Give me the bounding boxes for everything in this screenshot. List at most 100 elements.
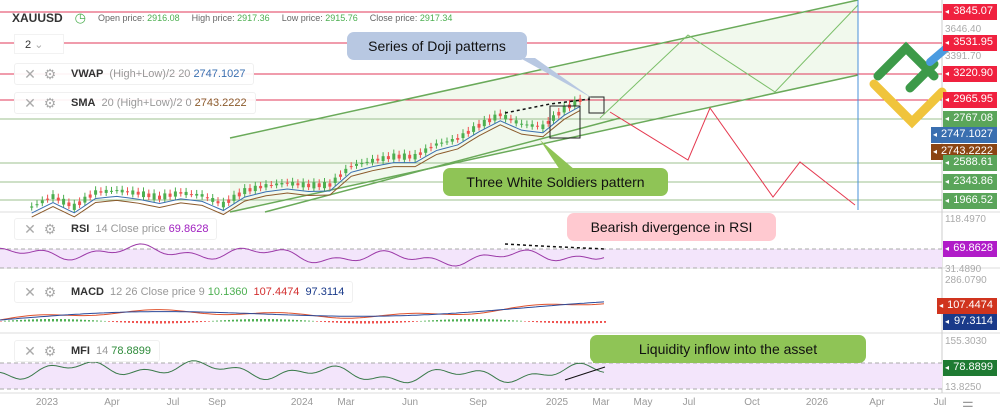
callout-bearish-divergence: Bearish divergence in RSI	[567, 213, 776, 241]
macd-histogram-bar	[24, 319, 26, 322]
macd-histogram-bar	[504, 319, 506, 322]
macd-histogram-bar	[48, 319, 50, 322]
close-icon[interactable]: ✕	[24, 342, 36, 359]
close-icon[interactable]: ✕	[24, 283, 36, 300]
clock-icon[interactable]: ◷	[74, 10, 87, 25]
callout-pointer	[520, 58, 592, 98]
macd-histogram-bar	[40, 319, 42, 322]
gear-icon[interactable]: ⚙	[43, 283, 57, 300]
vwap-value: 2747.1027	[193, 68, 246, 80]
legend-sma: ✕ ⚙ SMA 20 (High+Low)/2 0 2743.2222	[14, 92, 256, 114]
high-value: 2917.36	[237, 13, 270, 23]
rsi-params: 14 Close price	[95, 223, 166, 235]
candle	[269, 184, 273, 186]
macd-histogram-bar	[100, 320, 102, 322]
vwap-line	[31, 105, 581, 214]
macd-histogram-bar	[184, 321, 186, 323]
macd-params: 12 26 Close price 9	[110, 286, 205, 298]
macd-histogram-bar	[356, 321, 358, 324]
macd-histogram-bar	[76, 319, 78, 322]
macd-histogram-bar	[464, 319, 466, 322]
macd-histogram-bar	[236, 319, 238, 322]
macd-histogram-bar	[84, 319, 86, 322]
macd-histogram-bar	[288, 319, 290, 322]
macd-histogram-bar	[536, 321, 538, 323]
macd-histogram-bar	[144, 321, 146, 324]
macd-histogram-bar	[104, 320, 106, 322]
candle	[221, 201, 225, 208]
callout-doji: Series of Doji patterns	[347, 32, 527, 60]
close-icon[interactable]: ✕	[24, 94, 36, 111]
gear-icon[interactable]: ⚙	[43, 94, 57, 111]
candle	[40, 200, 44, 204]
logo-mark	[873, 41, 939, 81]
vwap-tag: 2747.1027	[931, 127, 997, 143]
trendline	[264, 117, 621, 213]
macd-histogram-bar	[148, 321, 150, 324]
candle	[259, 185, 263, 189]
macd-histogram-bar	[348, 321, 350, 324]
candle	[115, 190, 119, 192]
candle	[456, 138, 460, 140]
candle	[51, 194, 55, 200]
rsi-tag: 69.8628	[943, 241, 997, 257]
close-icon[interactable]: ✕	[24, 65, 36, 82]
macd-histogram-bar	[216, 320, 218, 322]
candle	[520, 123, 524, 125]
candle	[83, 196, 87, 203]
sma-line	[31, 109, 581, 218]
level-tag: 2767.08	[943, 111, 997, 127]
macd-histogram-bar	[176, 321, 178, 324]
candle	[285, 182, 289, 184]
candle	[131, 190, 135, 195]
candle	[99, 191, 103, 193]
mfi-name: MFI	[71, 345, 90, 357]
candle	[488, 118, 492, 123]
gear-icon[interactable]: ⚙	[43, 65, 57, 82]
candle	[30, 206, 34, 208]
candle	[450, 139, 454, 142]
callout-liquidity-inflow: Liquidity inflow into the asset	[590, 335, 866, 363]
macd-histogram-bar	[168, 321, 170, 324]
macd-histogram-bar	[248, 319, 250, 322]
callout-three-white-soldiers: Three White Soldiers pattern	[443, 168, 668, 196]
time-tick: Mar	[337, 397, 355, 408]
macd-histogram-bar	[256, 319, 258, 322]
open-value: 2916.08	[147, 13, 180, 23]
bullish-forecast	[599, 4, 859, 119]
candle	[158, 195, 161, 200]
macd-histogram-bar	[360, 321, 362, 324]
legend-vwap: ✕ ⚙ VWAP (High+Low)/2 20 2747.1027	[14, 63, 255, 85]
candle	[339, 174, 342, 177]
macd-histogram-bar	[112, 321, 114, 322]
time-tick: Oct	[744, 397, 760, 408]
macd-histogram-bar	[192, 321, 194, 323]
macd-histogram-bar	[172, 321, 174, 324]
macd-histogram-bar	[452, 319, 454, 322]
time-tick: Jun	[401, 397, 419, 408]
candle	[530, 124, 534, 127]
macd-histogram-bar	[300, 320, 302, 322]
close-icon[interactable]: ✕	[24, 220, 36, 237]
mfi-line	[0, 360, 605, 384]
macd-histogram-bar	[352, 321, 354, 324]
macd-histogram-bar	[376, 321, 378, 324]
timeframe-select[interactable]: 2 ⌄	[14, 34, 64, 54]
candle	[349, 166, 353, 168]
macd-histogram-bar	[268, 319, 270, 322]
candle	[291, 181, 295, 186]
macd-histogram-bar	[524, 321, 526, 322]
low-value: 2915.76	[325, 13, 358, 23]
gear-icon[interactable]: ⚙	[43, 342, 57, 359]
mfi-inflow-arrow	[564, 366, 606, 381]
candle	[355, 163, 358, 166]
candle	[275, 183, 279, 186]
settings-sliders-icon[interactable]: ⚌	[962, 395, 974, 410]
macd-histogram-bar	[592, 321, 594, 324]
candle	[525, 124, 529, 126]
macd-histogram-bar	[560, 321, 562, 324]
macd-histogram-bar	[212, 320, 214, 322]
callout-pointer	[540, 140, 575, 170]
macd-histogram-bar	[296, 319, 298, 322]
gear-icon[interactable]: ⚙	[43, 220, 57, 237]
